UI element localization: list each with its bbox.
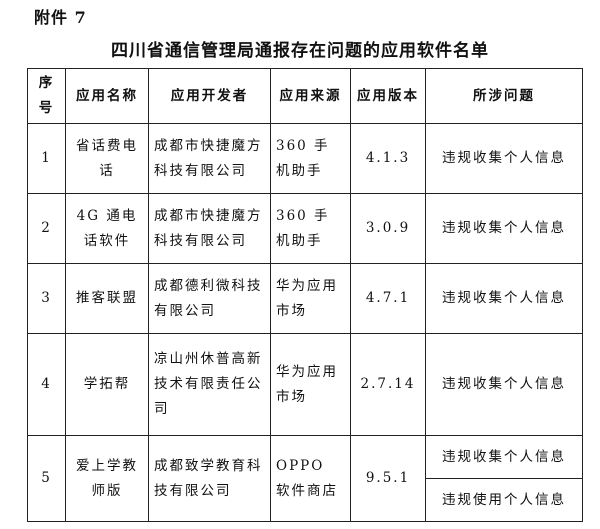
- cell-issue: 违规收集个人信息: [425, 123, 583, 194]
- app-table: 序号 应用名称 应用开发者 应用来源 应用版本 所涉问题 1 省话费电话 成都市快捷魔方科技有…: [27, 68, 583, 522]
- cell-issue: 违规收集个人信息: [425, 193, 583, 264]
- cell-developer: 成都市快捷魔方科技有限公司: [148, 193, 271, 264]
- header-cell: 所涉问题: [425, 68, 583, 124]
- cell-no: 2: [27, 193, 66, 264]
- cell-no: 1: [27, 123, 66, 194]
- document-title: 四川省通信管理局通报存在问题的应用软件名单: [111, 41, 489, 61]
- cell-no: 5: [27, 435, 66, 522]
- cell-issue: 违规收集个人信息: [425, 263, 583, 334]
- cell-no: 4: [27, 333, 66, 436]
- table-row: 4 学拓帮 凉山州休普高新技术有限责任公司 华为应用市场 2.7.14 违规收集个人信息: [27, 333, 583, 436]
- cell-version: 9.5.1: [350, 435, 426, 522]
- cell-name: 省话费电话: [65, 123, 149, 194]
- cell-version: 3.0.9: [350, 193, 426, 264]
- cell-source: 360 手机助手: [270, 123, 351, 194]
- cell-issue: 违规收集个人信息: [425, 333, 583, 436]
- cell-issue: 违规使用个人信息: [425, 478, 583, 522]
- cell-source: 华为应用市场: [270, 263, 351, 334]
- table-subrow: 违规使用个人信息: [28, 478, 583, 522]
- table-row: 2 4G 通电话软件 成都市快捷魔方科技有限公司 360 手机助手 3.0.9 违规收集个…: [27, 193, 583, 264]
- cell-name: 4G 通电话软件: [65, 193, 149, 264]
- cell-name: 爱上学教师版: [65, 435, 149, 522]
- cell-no: 3: [27, 263, 66, 334]
- table-body: 1 省话费电话 成都市快捷魔方科技有限公司 360 手机助手 4.1.3 违规收集个人信息…: [27, 123, 583, 522]
- cell-developer: 成都德利微科技有限公司: [148, 263, 271, 334]
- cell-version: 4.7.1: [350, 263, 426, 334]
- table-row: 3 推客联盟 成都德利微科技有限公司 华为应用市场 4.7.1 违规收集个人信息: [27, 263, 583, 334]
- header-cell: 应用名称: [65, 68, 149, 124]
- header-row: 序号 应用名称 应用开发者 应用来源 应用版本 所涉问题: [27, 68, 583, 124]
- header-cell: 应用来源: [270, 68, 351, 124]
- table-row: 1 省话费电话 成都市快捷魔方科技有限公司 360 手机助手 4.1.3 违规收集个人信息: [27, 123, 583, 194]
- cell-name: 推客联盟: [65, 263, 149, 334]
- cell-source: 360 手机助手: [270, 193, 351, 264]
- table-row: 5 爱上学教师版 成都致学教育科技有限公司 OPPO 软件商店 9.5.1 违规收集个人信…: [27, 435, 583, 522]
- cell-version: 4.1.3: [350, 123, 426, 194]
- cell-developer: 成都致学教育科技有限公司: [148, 435, 271, 522]
- cell-source: 华为应用市场: [270, 333, 351, 436]
- cell-issue: 违规收集个人信息: [425, 435, 583, 479]
- cell-name: 学拓帮: [65, 333, 149, 436]
- cell-source: OPPO 软件商店: [270, 435, 351, 522]
- attachment-label: 附件 7: [34, 8, 87, 27]
- cell-developer: 凉山州休普高新技术有限责任公司: [148, 333, 271, 436]
- cell-developer: 成都市快捷魔方科技有限公司: [148, 123, 271, 194]
- header-cell: 序号: [27, 68, 66, 124]
- cell-version: 2.7.14: [350, 333, 426, 436]
- header-cell: 应用开发者: [148, 68, 271, 124]
- header-cell: 应用版本: [350, 68, 426, 124]
